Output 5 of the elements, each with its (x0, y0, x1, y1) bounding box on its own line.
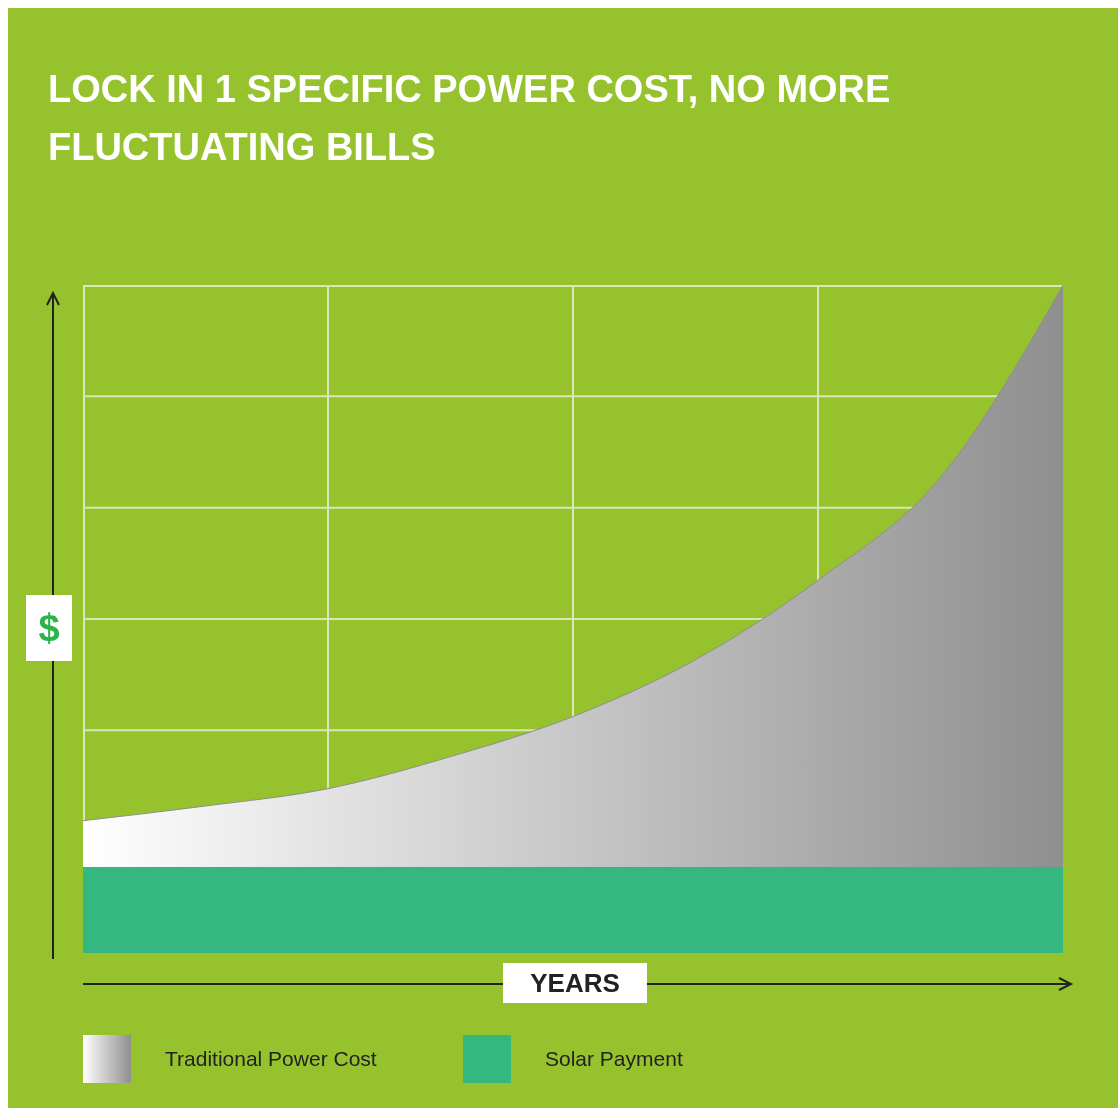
legend-label: Traditional Power Cost (165, 1047, 377, 1071)
legend-label: Solar Payment (545, 1047, 683, 1071)
chart-title: LOCK IN 1 SPECIFIC POWER COST, NO MORE FLUCTUATING BILLS (48, 67, 892, 170)
y-axis-title: $ (26, 595, 72, 661)
x-axis-title: YEARS (503, 963, 647, 1003)
